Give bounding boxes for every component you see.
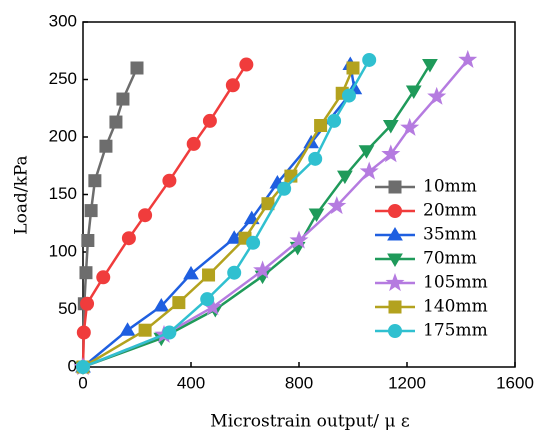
marker	[138, 208, 153, 223]
legend-marker	[385, 273, 405, 292]
marker	[88, 174, 102, 188]
marker	[225, 78, 240, 93]
legend-marker	[387, 227, 403, 241]
marker	[121, 231, 136, 246]
marker	[183, 265, 199, 280]
series-line	[82, 67, 355, 369]
series-line	[82, 59, 371, 369]
marker	[337, 170, 353, 185]
x-tick-label: 1600	[496, 373, 534, 392]
legend-marker	[388, 204, 402, 218]
marker	[186, 136, 201, 151]
marker	[261, 197, 275, 211]
series-line	[81, 67, 139, 368]
marker	[405, 85, 422, 99]
y-tick-label: 50	[58, 299, 77, 318]
marker	[427, 86, 447, 105]
legend-label: 20mm	[423, 201, 477, 221]
marker	[382, 120, 399, 134]
marker	[162, 173, 177, 188]
marker	[308, 208, 325, 223]
legend-label: 175mm	[423, 321, 488, 341]
marker	[130, 61, 144, 75]
y-tick-label: 150	[49, 184, 77, 203]
marker	[400, 117, 420, 136]
marker	[253, 260, 272, 279]
marker	[172, 296, 186, 310]
legend-label: 140mm	[423, 297, 488, 317]
marker	[346, 61, 360, 75]
marker	[327, 113, 342, 128]
marker	[119, 322, 136, 336]
y-tick-label: 250	[49, 69, 77, 88]
x-tick-label: 400	[177, 373, 205, 392]
marker	[76, 325, 91, 340]
series-line	[82, 63, 431, 369]
marker	[116, 92, 130, 106]
y-tick-label: 0	[68, 356, 77, 375]
marker	[422, 59, 438, 73]
marker	[362, 52, 377, 67]
y-tick-label: 200	[49, 126, 77, 145]
legend-marker	[388, 324, 402, 338]
marker	[76, 360, 90, 374]
x-axis-label: Microstrain output/ μ ε	[210, 412, 410, 432]
legend-label: 70mm	[423, 249, 477, 269]
marker	[341, 88, 356, 103]
marker	[79, 266, 93, 280]
marker	[99, 139, 113, 153]
y-axis-label: Load/kPa	[12, 155, 32, 234]
marker	[381, 144, 401, 163]
y-tick-label: 300	[49, 11, 77, 30]
legend-label: 35mm	[423, 225, 477, 245]
marker	[314, 119, 328, 132]
marker	[308, 151, 323, 166]
legend-marker	[388, 300, 402, 314]
legend-marker	[387, 253, 403, 267]
marker	[153, 298, 170, 312]
marker	[162, 325, 177, 340]
marker	[200, 292, 215, 307]
legend-label: 105mm	[423, 273, 488, 293]
marker	[109, 115, 123, 129]
marker	[327, 196, 347, 215]
x-tick-label: 1200	[388, 373, 426, 392]
marker	[289, 230, 309, 249]
marker	[81, 234, 95, 247]
y-tick-label: 100	[49, 241, 77, 260]
marker	[227, 265, 242, 280]
marker	[359, 161, 379, 180]
marker	[138, 323, 152, 337]
marker	[277, 181, 292, 196]
marker	[458, 49, 478, 68]
marker	[96, 270, 111, 285]
marker	[84, 204, 98, 218]
series-line	[81, 63, 248, 368]
x-tick-label: 800	[285, 373, 313, 392]
marker	[358, 145, 375, 159]
marker	[246, 235, 261, 250]
marker	[226, 230, 243, 244]
marker	[80, 296, 95, 311]
x-tick-label: 0	[78, 373, 87, 392]
legend-marker	[388, 180, 402, 194]
marker	[202, 268, 216, 282]
marker	[202, 113, 217, 128]
marker	[239, 57, 254, 72]
marker	[284, 169, 298, 183]
legend-label: 10mm	[423, 177, 477, 197]
